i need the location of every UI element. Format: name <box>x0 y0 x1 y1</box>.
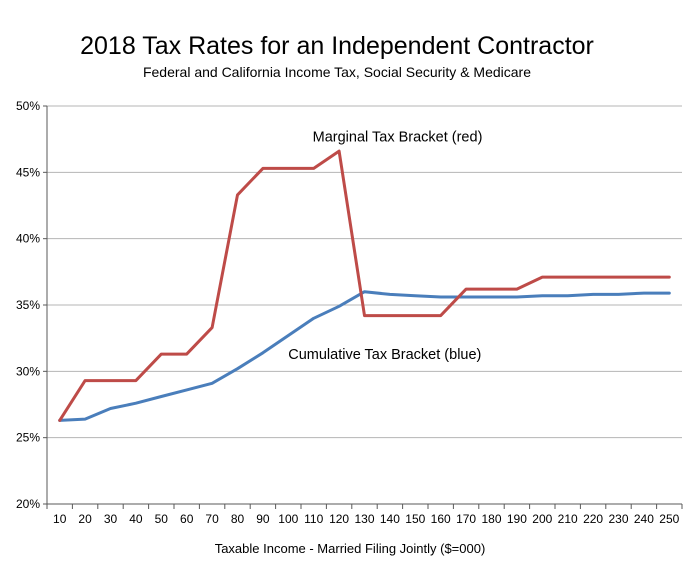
x-tick-label: 80 <box>231 512 245 526</box>
x-tick-label: 200 <box>532 512 552 526</box>
x-tick-label: 90 <box>256 512 270 526</box>
x-tick-label: 190 <box>507 512 527 526</box>
title-block: 2018 Tax Rates for an Independent Contra… <box>0 0 674 81</box>
series-annotation: Cumulative Tax Bracket (blue) <box>288 347 481 363</box>
x-tick-label: 50 <box>155 512 169 526</box>
x-tick-label: 100 <box>278 512 298 526</box>
y-tick-label: 20% <box>16 497 40 511</box>
x-tick-label: 210 <box>558 512 578 526</box>
series-annotation: Marginal Tax Bracket (red) <box>313 130 483 146</box>
y-tick-label: 40% <box>16 232 40 246</box>
x-tick-label: 120 <box>329 512 349 526</box>
x-tick-label: 170 <box>456 512 476 526</box>
x-tick-label: 20 <box>78 512 92 526</box>
x-tick-label: 220 <box>583 512 603 526</box>
x-tick-label: 240 <box>634 512 654 526</box>
chart-subtitle: Federal and California Income Tax, Socia… <box>142 64 532 80</box>
chart-title: 2018 Tax Rates for an Independent Contra… <box>80 32 594 60</box>
x-tick-label: 180 <box>481 512 501 526</box>
x-tick-label: 70 <box>205 512 219 526</box>
x-tick-label: 30 <box>104 512 118 526</box>
x-axis-title: Taxable Income - Married Filing Jointly … <box>214 541 486 556</box>
x-tick-label: 160 <box>431 512 451 526</box>
y-tick-label: 30% <box>16 364 40 378</box>
cumulative-series-line <box>58 290 671 422</box>
x-tick-label: 130 <box>354 512 374 526</box>
x-tick-label: 40 <box>129 512 143 526</box>
y-tick-label: 25% <box>16 431 40 445</box>
x-tick-label: 10 <box>53 512 67 526</box>
x-tick-label: 250 <box>659 512 679 526</box>
y-tick-label: 50% <box>16 99 40 113</box>
x-tick-label: 140 <box>380 512 400 526</box>
marginal-series-line <box>58 149 671 422</box>
x-tick-label: 60 <box>180 512 194 526</box>
x-tick-label: 150 <box>405 512 425 526</box>
y-tick-label: 35% <box>16 298 40 312</box>
x-tick-label: 230 <box>608 512 628 526</box>
y-tick-label: 45% <box>16 165 40 179</box>
x-tick-label: 110 <box>304 512 323 526</box>
